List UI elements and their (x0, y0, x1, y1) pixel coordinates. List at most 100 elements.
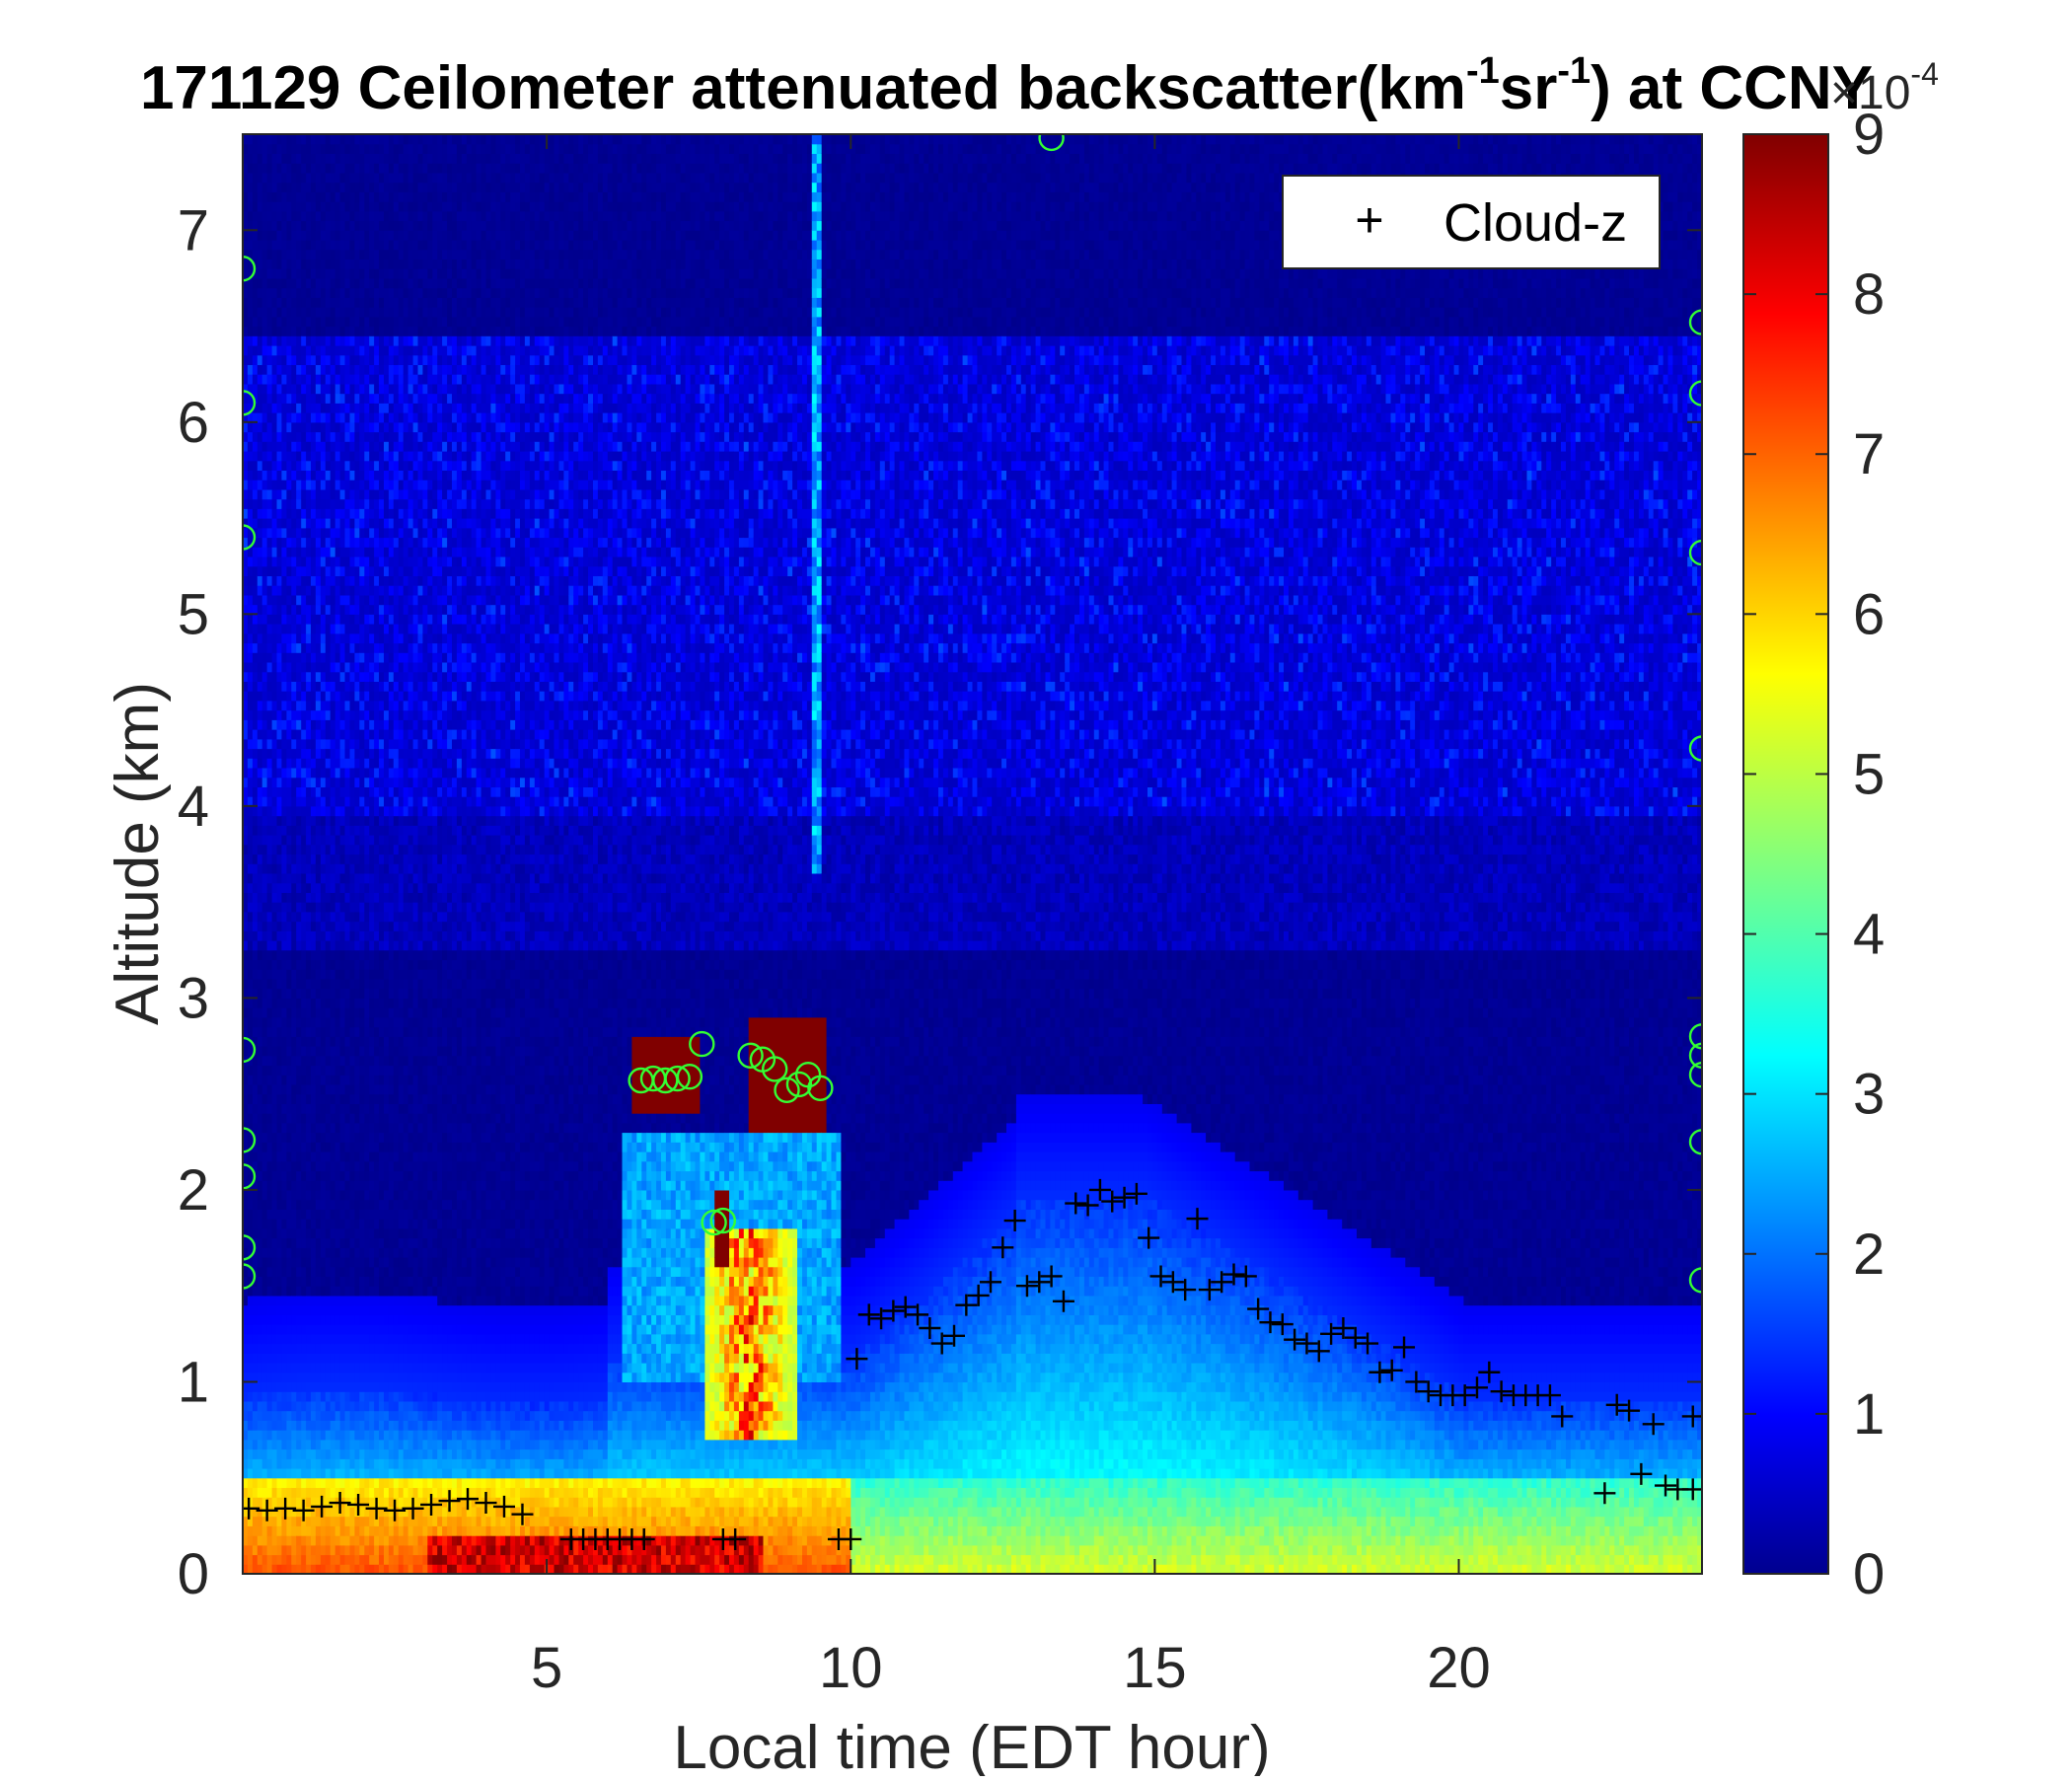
heatmap-cell (331, 134, 336, 144)
heatmap-cell (331, 1142, 336, 1151)
heatmap-cell (326, 345, 332, 355)
heatmap-cell (321, 1066, 327, 1076)
heatmap-cell (267, 1545, 273, 1555)
heatmap-cell (291, 154, 297, 164)
heatmap-cell (248, 1535, 254, 1545)
heatmap-cell (291, 845, 297, 854)
heatmap-cell (291, 1324, 297, 1334)
heatmap-cell (277, 327, 283, 336)
heatmap-cell (277, 259, 283, 268)
heatmap-cell (267, 345, 273, 355)
heatmap-cell (345, 1401, 351, 1411)
heatmap-cell (311, 1056, 317, 1066)
heatmap-cell (316, 1373, 322, 1382)
heatmap-cell (286, 902, 292, 912)
heatmap-cell (262, 575, 268, 585)
heatmap-cell (316, 1305, 322, 1315)
heatmap-cell (296, 672, 302, 682)
heatmap-cell (335, 1161, 341, 1171)
heatmap-cell (272, 1296, 278, 1305)
heatmap-cell (258, 1238, 263, 1248)
heatmap-cell (267, 1247, 273, 1257)
heatmap-cell (345, 1305, 351, 1315)
heatmap-cell (253, 441, 259, 451)
heatmap-cell (258, 1200, 263, 1210)
heatmap-cell (316, 672, 322, 682)
heatmap-cell (262, 825, 268, 835)
heatmap-cell (340, 1017, 346, 1027)
heatmap-cell (345, 1363, 351, 1373)
heatmap-cell (345, 1488, 351, 1498)
heatmap-cell (296, 585, 302, 595)
heatmap-cell (321, 883, 327, 893)
heatmap-cell (340, 451, 346, 461)
heatmap-cell (291, 183, 297, 192)
heatmap-cell (340, 710, 346, 720)
heatmap-cell (258, 778, 263, 787)
heatmap-cell (248, 1344, 254, 1354)
heatmap-cell (296, 1036, 302, 1046)
heatmap-cell (258, 1084, 263, 1094)
heatmap-cell (267, 729, 273, 739)
heatmap-cell (248, 1334, 254, 1344)
heatmap-cell (311, 1420, 317, 1430)
heatmap-cell (291, 912, 297, 922)
heatmap-cell (340, 729, 346, 739)
heatmap-cell (296, 719, 302, 729)
heatmap-cell (316, 384, 322, 394)
heatmap-cell (326, 605, 332, 615)
heatmap-cell (248, 1401, 254, 1411)
heatmap-cell (306, 1430, 312, 1440)
heatmap-cell (286, 499, 292, 509)
heatmap-cell (258, 1411, 263, 1421)
heatmap-cell (321, 662, 327, 672)
heatmap-cell (277, 1190, 283, 1200)
heatmap-cell (301, 1257, 307, 1267)
heatmap-cell (281, 1046, 287, 1056)
heatmap-cell (311, 259, 317, 268)
heatmap-cell (277, 173, 283, 183)
heatmap-cell (301, 1449, 307, 1459)
heatmap-cell (286, 250, 292, 260)
heatmap-cell (286, 863, 292, 873)
heatmap-cell (340, 508, 346, 518)
heatmap-cell (331, 1209, 336, 1219)
heatmap-cell (340, 825, 346, 835)
heatmap-cell (296, 701, 302, 710)
heatmap-cell (335, 480, 341, 489)
heatmap-cell (262, 489, 268, 499)
heatmap-cell (331, 173, 336, 183)
heatmap-cell (291, 1545, 297, 1555)
heatmap-cell (277, 1209, 283, 1219)
heatmap-cell (311, 892, 317, 902)
heatmap-cell (262, 345, 268, 355)
heatmap-cell (258, 1113, 263, 1123)
heatmap-cell (258, 1517, 263, 1526)
heatmap-cell (301, 268, 307, 278)
heatmap-cell (248, 701, 254, 710)
heatmap-cell (326, 1517, 332, 1526)
heatmap-cell (340, 912, 346, 922)
heatmap-cell (311, 739, 317, 749)
heatmap-cell (301, 451, 307, 461)
heatmap-cell (321, 863, 327, 873)
heatmap-cell (262, 691, 268, 701)
heatmap-cell (316, 1046, 322, 1056)
heatmap-cell (316, 307, 322, 317)
heatmap-cell (335, 710, 341, 720)
heatmap-cell (301, 538, 307, 548)
heatmap-cell (267, 662, 273, 672)
heatmap-cell (316, 403, 322, 412)
heatmap-cell (253, 1007, 259, 1017)
heatmap-cell (335, 1420, 341, 1430)
heatmap-cell (335, 1401, 341, 1411)
heatmap-cell (301, 278, 307, 288)
heatmap-cell (345, 1056, 351, 1066)
heatmap-cell (321, 701, 327, 710)
heatmap-cell (296, 259, 302, 268)
heatmap-cell (286, 998, 292, 1007)
heatmap-cell (326, 394, 332, 404)
heatmap-cell (281, 729, 287, 739)
heatmap-cell (286, 806, 292, 816)
heatmap-cell (258, 691, 263, 701)
